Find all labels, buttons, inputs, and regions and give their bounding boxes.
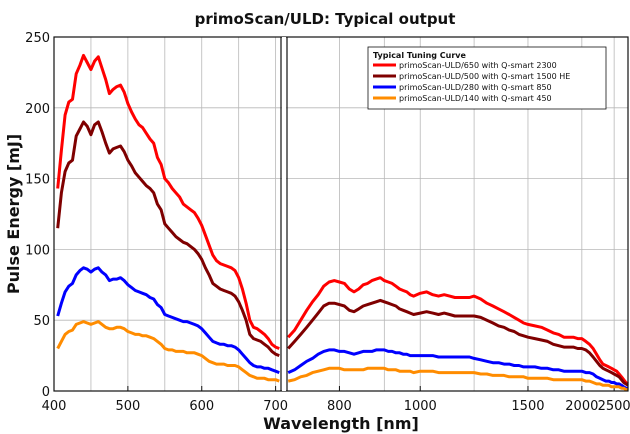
series-line-3 [287,348,628,390]
y-tick-label: 0 [42,385,50,400]
series-line-3 [56,266,280,375]
series-line-4 [287,366,628,392]
series-line-4 [56,320,280,383]
x-tick-labels: 400 500 600 700 800 1000 1500 2000 2500 [42,399,630,414]
x-tick-label: 700 [263,399,288,414]
legend: Typical Tuning Curve primoScan-ULD/650 w… [367,46,607,110]
legend-entry: primoScan-ULD/280 with Q-smart 850 [399,83,552,92]
x-tick-label: 2000 [565,399,598,414]
x-tick-label: 500 [115,399,140,414]
x-tick-label: 2500 [598,399,630,414]
y-tick-label: 50 [33,314,50,329]
series-line-1 [56,53,280,350]
x-tick-label: 1000 [404,399,437,414]
legend-title: Typical Tuning Curve [373,51,467,60]
plot-frame [53,36,629,392]
y-tick-label: 250 [25,31,50,46]
legend-box [367,46,607,110]
x-tick-label: 800 [327,399,352,414]
series-line-2 [56,120,280,358]
y-tick-labels: 0 50 100 150 200 250 [25,31,50,400]
x-tick-label: 600 [189,399,214,414]
y-tick-label: 150 [25,173,50,188]
x-tick-label: 1500 [511,399,544,414]
x-axis-label: Wavelength [nm] [263,414,419,433]
y-tick-label: 200 [25,102,50,117]
y-axis-label: Pulse Energy [mJ] [4,134,23,294]
chart-title: primoScan/ULD: Typical output [195,10,456,28]
legend-entry: primoScan-ULD/500 with Q-smart 1500 HE [399,72,570,81]
y-tick-label: 100 [25,243,50,258]
series-line-1 [287,276,629,386]
series-lines [56,53,629,392]
legend-entry: primoScan-ULD/650 with Q-smart 2300 [399,61,557,70]
series-line-2 [287,298,629,387]
x-tick-label: 400 [42,399,67,414]
legend-entry: primoScan-ULD/140 with Q-smart 450 [399,94,552,103]
